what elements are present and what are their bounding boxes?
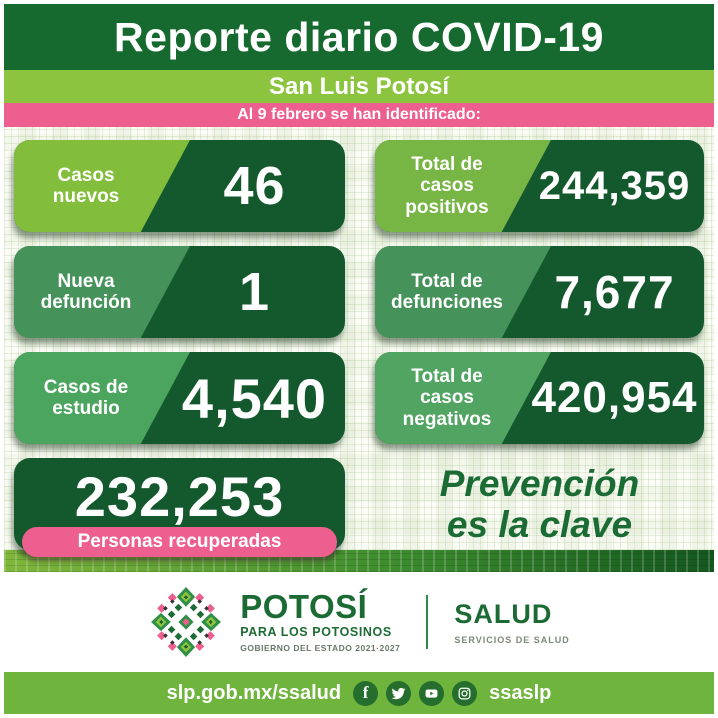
footer-logos: POTOSÍ PARA LOS POTOSINOS GOBIERNO DEL E… — [4, 572, 714, 672]
stat-card-casos-positivos: Total de casos positivos 244,359 — [375, 140, 704, 232]
slogan: Prevención es la clave — [375, 458, 704, 550]
brand-government: GOBIERNO DEL ESTADO 2021·2027 — [240, 642, 401, 653]
brand-tagline: PARA LOS POTOSINOS — [240, 624, 392, 639]
date-banner: Al 9 febrero se han identificado: — [4, 103, 714, 127]
org-subtitle: SERVICIOS DE SALUD — [454, 635, 570, 645]
website-url[interactable]: slp.gob.mx/ssalud — [166, 681, 342, 704]
brand-name: POTOSÍ — [240, 588, 368, 626]
brand-block: POTOSÍ PARA LOS POTOSINOS GOBIERNO DEL E… — [240, 588, 401, 653]
stat-value: 7,677 — [554, 266, 675, 318]
social-icons: f — [353, 680, 478, 706]
stat-label: Nueva defunción — [14, 246, 190, 338]
recovered-value: 232,253 — [74, 464, 285, 528]
slogan-line-2: es la clave — [446, 504, 633, 545]
stat-value: 1 — [238, 262, 271, 322]
stat-value: 420,954 — [531, 373, 698, 422]
recovered-label-pill: Personas recuperadas — [22, 527, 337, 557]
stat-value: 244,359 — [538, 163, 691, 208]
stat-label: Casos de estudio — [14, 352, 190, 444]
youtube-icon[interactable] — [419, 680, 445, 706]
social-handle[interactable]: ssaslp — [489, 681, 552, 704]
stat-value: 46 — [223, 156, 286, 216]
stat-card-nueva-defuncion: Nueva defunción 1 — [14, 246, 345, 338]
date-banner-text: Al 9 febrero se han identificado: — [237, 106, 481, 123]
twitter-icon[interactable] — [386, 680, 412, 706]
stat-label: Total de casos negativos — [375, 352, 551, 444]
stat-label: Casos nuevos — [14, 140, 190, 232]
stat-card-recuperados: 232,253 Personas recuperadas — [14, 458, 345, 557]
stats-grid: Casos nuevos 46 Total de casos positivos… — [14, 140, 704, 557]
stat-card-casos-estudio: Casos de estudio 4,540 — [14, 352, 345, 444]
footer-divider — [426, 595, 429, 649]
org-name: SALUD — [454, 599, 553, 629]
instagram-icon[interactable] — [452, 680, 478, 706]
stat-card-casos-negativos: Total de casos negativos 420,954 — [375, 352, 704, 444]
bottom-bar: slp.gob.mx/ssalud f — [4, 672, 714, 714]
stat-card-casos-nuevos: Casos nuevos 46 — [14, 140, 345, 232]
stat-value: 4,540 — [181, 366, 328, 430]
stats-area: Casos nuevos 46 Total de casos positivos… — [4, 127, 714, 557]
header-bar: Reporte diario COVID-19 — [4, 4, 714, 70]
facebook-icon[interactable]: f — [353, 680, 379, 706]
page-title: Reporte diario COVID-19 — [114, 13, 604, 60]
state-name: San Luis Potosí — [268, 72, 450, 100]
potosi-emblem-icon — [151, 587, 222, 657]
slogan-line-1: Prevención — [439, 462, 640, 504]
org-block: SALUD SERVICIOS DE SALUD — [454, 599, 569, 645]
subheader-bar: San Luis Potosí — [4, 70, 714, 103]
stat-card-total-defunciones: Total de defunciones 7,677 — [375, 246, 704, 338]
stat-label: Total de casos positivos — [375, 140, 551, 232]
